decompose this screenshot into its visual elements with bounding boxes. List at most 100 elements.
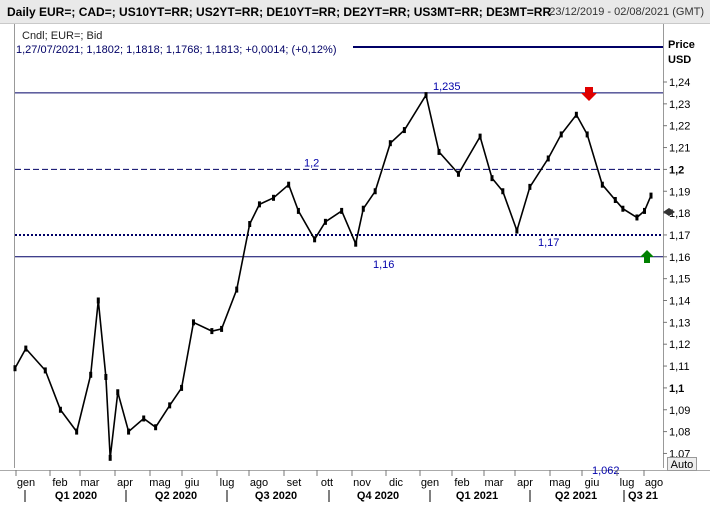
y-tick-label: 1,16 — [669, 252, 690, 264]
price-point — [490, 175, 494, 182]
x-month-label: ago — [645, 477, 663, 489]
x-month-label: nov — [353, 477, 371, 489]
x-month-label: apr — [517, 477, 533, 489]
price-point — [621, 205, 625, 212]
price-point — [456, 170, 460, 177]
price-point — [272, 194, 276, 201]
reference-line-label: 1,17 — [538, 237, 559, 249]
price-point — [58, 406, 62, 413]
price-point — [248, 221, 252, 228]
x-axis-bar — [0, 470, 710, 521]
x-month-label: lug — [620, 477, 635, 489]
price-point — [424, 92, 428, 99]
x-month-label: lug — [220, 477, 235, 489]
x-month-label: feb — [52, 477, 67, 489]
price-point — [89, 371, 93, 378]
x-month-label: dic — [389, 477, 404, 489]
price-point — [546, 155, 550, 162]
x-quarter-label: Q3 21 — [628, 490, 658, 502]
price-point — [191, 319, 195, 326]
price-point — [528, 183, 532, 190]
price-point — [613, 196, 617, 203]
price-point — [643, 207, 647, 214]
x-month-label: ott — [321, 477, 333, 489]
price-point — [180, 384, 184, 391]
price-point — [142, 415, 146, 422]
price-point — [635, 214, 639, 221]
x-month-label: mag — [149, 477, 170, 489]
price-point — [402, 127, 406, 134]
x-quarter-label: Q4 2020 — [357, 490, 399, 502]
price-point — [13, 365, 17, 372]
price-point — [24, 345, 28, 352]
price-point — [559, 131, 563, 138]
down-arrow-icon — [581, 87, 597, 101]
x-quarter-label: Q2 2021 — [555, 490, 597, 502]
price-point — [168, 402, 172, 409]
reference-line-label: 1,235 — [433, 81, 461, 93]
series-label: Cndl; EUR=; Bid — [22, 30, 103, 42]
y-tick-label: 1,15 — [669, 274, 690, 286]
y-tick-label: 1,19 — [669, 186, 690, 198]
price-point — [585, 131, 589, 138]
y-tick-label: 1,18 — [669, 208, 690, 220]
ohlc-values: 1,27/07/2021; 1,1802; 1,1818; 1,1768; 1,… — [16, 44, 337, 56]
x-month-label: ago — [250, 477, 268, 489]
price-point — [104, 373, 108, 380]
chart-title: Daily EUR=; CAD=; US10YT=RR; US2YT=RR; D… — [7, 5, 552, 19]
plot-area[interactable] — [14, 24, 664, 468]
x-month-label: mar — [81, 477, 100, 489]
price-point — [340, 207, 344, 214]
x-month-label: gen — [17, 477, 35, 489]
up-arrow-icon — [640, 250, 654, 263]
x-month-label: gen — [421, 477, 439, 489]
y-tick-label: 1,13 — [669, 317, 690, 329]
price-point — [43, 367, 47, 374]
x-month-label: set — [287, 477, 302, 489]
last-price-marker — [663, 208, 675, 216]
y-tick-label: 1,23 — [669, 99, 690, 111]
price-point — [649, 192, 653, 199]
x-month-label: apr — [117, 477, 133, 489]
x-quarter-label: Q1 2020 — [55, 490, 97, 502]
price-point — [287, 181, 291, 188]
y-tick-label: 1,11 — [669, 361, 690, 373]
price-point — [388, 140, 392, 147]
y-tick-label: 1,17 — [669, 230, 690, 242]
x-month-label: giu — [585, 477, 600, 489]
y-axis-title: Price — [668, 39, 695, 51]
price-point — [96, 297, 100, 304]
x-month-label: giu — [185, 477, 200, 489]
y-tick-label: 1,22 — [669, 121, 690, 133]
x-quarter-label: Q2 2020 — [155, 490, 197, 502]
price-point — [501, 188, 505, 195]
partial-price-label: 1,062 — [592, 465, 620, 477]
y-tick-label: 1,14 — [669, 296, 690, 308]
price-point — [220, 325, 224, 332]
x-quarter-label: Q3 2020 — [255, 490, 297, 502]
price-point — [75, 428, 79, 435]
y-tick-label: 1,09 — [669, 405, 690, 417]
price-point — [257, 201, 261, 208]
x-month-label: feb — [454, 477, 469, 489]
price-point — [478, 133, 482, 140]
price-point — [361, 205, 365, 212]
price-point — [515, 227, 519, 234]
price-point — [235, 286, 239, 293]
y-tick-label: 1,2 — [669, 164, 684, 176]
date-range: 23/12/2019 - 02/08/2021 (GMT) — [549, 6, 704, 18]
x-month-label: mar — [485, 477, 504, 489]
auto-scale-button[interactable]: Auto — [667, 457, 697, 471]
y-tick-label: 1,21 — [669, 143, 690, 155]
reference-line-label: 1,2 — [304, 157, 319, 169]
price-point — [373, 188, 377, 195]
price-point — [323, 218, 327, 225]
price-point — [127, 428, 131, 435]
price-series-line — [14, 93, 652, 458]
price-point — [313, 236, 317, 243]
price-point — [437, 148, 441, 155]
chart-header-bar: Daily EUR=; CAD=; US10YT=RR; US2YT=RR; D… — [0, 0, 710, 24]
x-quarter-label: Q1 2021 — [456, 490, 498, 502]
